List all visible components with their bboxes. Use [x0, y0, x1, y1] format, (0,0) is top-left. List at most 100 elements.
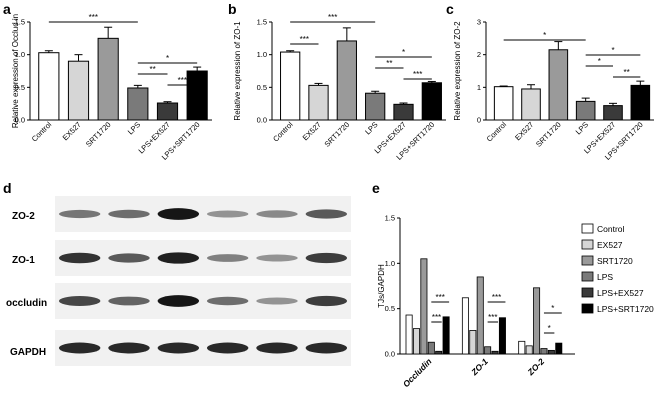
category-label: LPS: [363, 120, 379, 136]
category-label: EX527: [301, 120, 323, 142]
bar-lps-ex527: [603, 105, 623, 121]
significance-label: ***: [178, 76, 187, 85]
blot-label-zo2: ZO-2: [12, 211, 35, 222]
bar-lps: [540, 348, 548, 355]
y-tick-label: 0.5: [385, 304, 395, 313]
western-blot: ZO-2 ZO-1 occludin GAPDH: [6, 196, 351, 366]
blot-band: [58, 209, 101, 219]
blot-band: [206, 342, 249, 354]
legend-label: Control: [597, 224, 625, 234]
y-tick-label: 1.0: [385, 259, 395, 268]
blot-label-zo1: ZO-1: [12, 255, 35, 266]
bar-ex527: [525, 345, 533, 355]
y-axis-label: TJs/GAPDH: [377, 264, 386, 308]
bar-ex527: [67, 60, 90, 121]
bar-lps-ex527: [547, 349, 555, 355]
bar-srt1720: [548, 49, 569, 121]
significance-label: **: [386, 59, 392, 68]
bar-lps-ex527: [393, 103, 414, 121]
bar-lps-ex527: [435, 350, 443, 355]
blot-band: [256, 254, 298, 262]
y-tick-label: 1.5: [257, 18, 267, 27]
bar-ex527: [412, 328, 420, 355]
blot-band: [305, 342, 348, 354]
y-tick-label: 1.5: [15, 18, 25, 27]
chart-zo2-expression: 0 1 2 3 Relative expression of ZO-2 Control EX…: [453, 18, 654, 162]
blot-band: [108, 342, 150, 354]
legend-label: LPS: [597, 272, 613, 282]
blot-band: [58, 342, 101, 354]
significance-label: *: [611, 46, 614, 55]
panel-label-b: b: [228, 1, 237, 17]
category-label: ZO-2: [525, 356, 547, 378]
y-tick-label: 1.0: [257, 50, 267, 59]
bar-lps: [575, 100, 596, 121]
blot-label-occludin: occludin: [6, 298, 47, 309]
y-tick-label: 1: [477, 83, 481, 92]
legend-swatch: [581, 239, 594, 250]
category-label: EX527: [61, 120, 83, 142]
category-label: Control: [271, 120, 295, 144]
significance-label: ***: [436, 293, 445, 302]
significance-label: *: [548, 324, 551, 333]
legend-swatch: [581, 223, 594, 234]
category-label: SRT1720: [534, 120, 563, 149]
bar-control: [280, 51, 301, 121]
significance-label: ***: [492, 293, 501, 302]
bar-lps-ex527: [491, 350, 499, 355]
significance-label: *: [402, 48, 405, 57]
panel-label-e: e: [372, 180, 380, 196]
bar-lps: [427, 341, 435, 355]
y-axis-label: Relative expression of ZO-2: [453, 21, 462, 121]
bar-lps: [484, 346, 492, 355]
bar-ex527: [521, 88, 541, 121]
blot-strip: [55, 240, 351, 276]
category-label: Control: [30, 120, 54, 144]
blot-band: [206, 296, 249, 306]
panel-label-c: c: [446, 1, 454, 17]
legend-swatch: [581, 303, 594, 314]
bar-srt1720: [476, 276, 484, 355]
chart-zo1-expression: 0.0 0.5 1.0 1.5 Relative expression of ZO-1 C…: [233, 13, 446, 162]
blot-strip: [55, 283, 351, 319]
bar-lps: [127, 87, 149, 121]
category-label: LPS: [126, 120, 142, 136]
y-axis-label: Relative expression of ZO-1: [233, 21, 242, 121]
legend-label: SRT1720: [597, 256, 633, 266]
legend-label: LPS+EX527: [597, 288, 644, 298]
significance-label: ***: [89, 13, 98, 22]
bar-control: [38, 52, 60, 121]
blot-band: [206, 210, 249, 218]
legend-label: EX527: [597, 240, 623, 250]
bar-srt1720: [97, 37, 119, 121]
blot-band: [108, 296, 150, 306]
panel-label-a: a: [3, 1, 11, 17]
blot-strip: [55, 196, 351, 232]
bar-lps-srt1720: [442, 316, 450, 355]
blot-band: [256, 297, 298, 305]
bar-srt1720: [533, 287, 541, 355]
blot-band: [108, 209, 150, 219]
bar-lps-srt1720: [186, 70, 208, 121]
bar-control: [493, 86, 514, 121]
significance-label: *: [551, 304, 554, 313]
bar-ex527: [308, 84, 329, 121]
bar-lps-srt1720: [555, 342, 563, 355]
blot-band: [157, 208, 200, 220]
bar-control: [518, 340, 526, 355]
bar-control: [461, 297, 469, 355]
bar-control: [405, 314, 413, 355]
blot-label-gapdh: GAPDH: [10, 347, 46, 358]
significance-label: ***: [413, 70, 422, 79]
significance-label: ***: [328, 13, 337, 22]
category-label: Control: [485, 120, 509, 144]
blot-band: [58, 296, 101, 306]
category-label: ZO-1: [468, 356, 490, 378]
y-tick-label: 0.5: [257, 83, 267, 92]
blot-band: [256, 342, 298, 354]
category-label: EX527: [513, 120, 535, 142]
significance-label: ***: [432, 313, 441, 322]
